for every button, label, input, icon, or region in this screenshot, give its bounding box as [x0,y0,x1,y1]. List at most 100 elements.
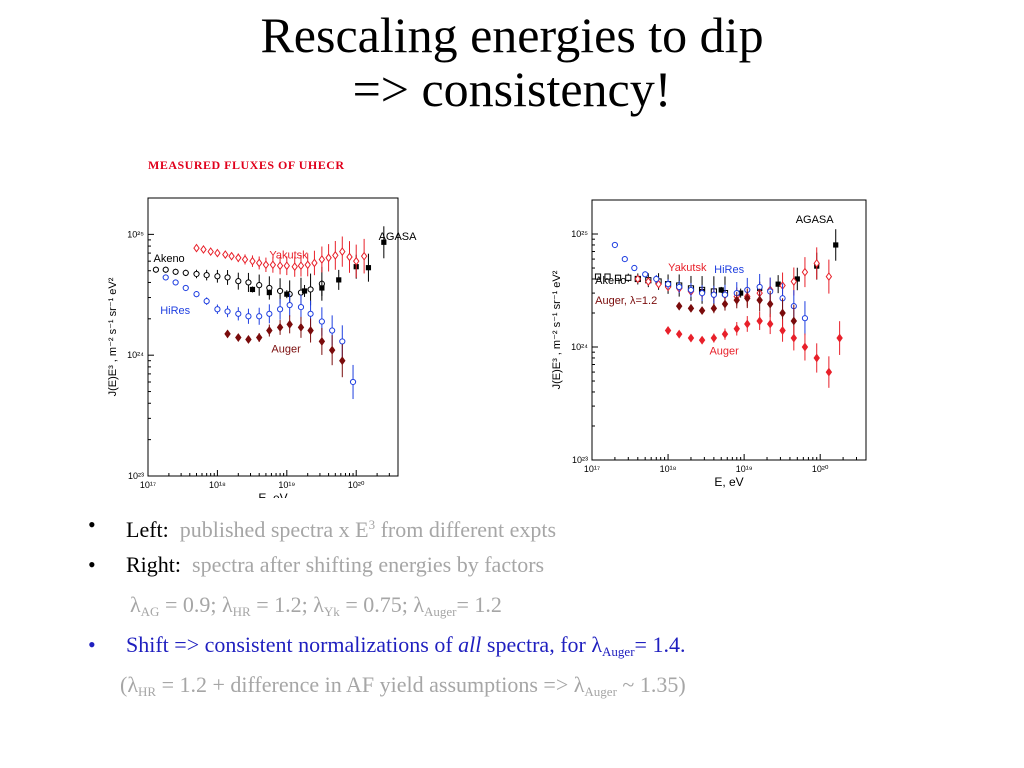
data-point [744,293,751,303]
data-point [214,273,221,280]
data-point [625,274,632,281]
data-point [162,274,169,281]
y-tick-label: 10²³ [572,455,588,465]
data-point [152,266,160,273]
y-tick-label: 10²⁵ [571,229,588,239]
series-label: Akeno [153,253,184,265]
data-point [276,261,284,271]
x-tick-label: 10²⁰ [812,464,829,474]
data-point [203,298,210,305]
data-point [319,285,325,291]
data-point [733,295,740,305]
data-point [224,329,231,339]
series-label: HiRes [160,305,190,317]
data-point [222,250,229,260]
data-point [801,342,809,352]
bullet-right: • Right: spectra after shifting energies… [88,552,988,592]
y-tick-label: 10²⁴ [571,342,588,352]
data-point [193,270,200,278]
data-point [766,299,774,309]
bullet-left: • Left: published spectra x E3 from diff… [88,512,988,552]
data-point [346,252,353,262]
bullet-text: published spectra x E3 from different ex… [179,517,557,542]
data-point [256,313,263,320]
right-spectrum-chart: 10¹⁷ 10¹⁸ 10¹⁹ 10²⁰ 10²³ 10²⁴ 10²⁵ E, eV J(E)E³ … [551,199,867,489]
data-point [676,283,683,291]
data-point [794,276,800,282]
data-point [318,254,326,264]
data-point [318,318,325,325]
data-point [698,306,706,316]
data-point [297,322,305,332]
x-tick-label: 10¹⁹ [278,480,295,490]
bullet-marker: • [88,552,96,577]
data-point [182,269,189,276]
data-point [756,316,763,326]
data-point [733,324,740,334]
bullet-marker: • [88,512,96,537]
data-point [328,345,336,355]
data-point [687,303,695,313]
series-label: Auger, λ=1.2 [595,295,657,307]
data-point [325,253,332,263]
data-point [200,245,207,254]
data-point [276,322,284,332]
data-point [203,272,210,279]
data-point [611,241,618,249]
data-point [721,329,729,339]
data-point [779,308,786,318]
data-point [269,260,277,270]
data-point [710,291,717,298]
data-point [825,367,833,377]
slide-title: Rescaling energies to dip => consistency… [0,8,1024,116]
x-tick-label: 10²⁰ [348,480,365,490]
data-point [266,289,272,296]
plot-frame [147,197,399,477]
y-tick-label: 10²³ [128,471,144,481]
y-tick-label: 10²⁵ [127,229,144,239]
data-point [235,253,242,263]
data-point [193,291,200,298]
data-point [245,334,252,344]
data-point [262,260,270,270]
series-label: AGASA [796,214,835,226]
data-point [249,256,256,266]
series-label: Auger [709,345,739,357]
data-point [631,264,638,272]
data-point [182,284,189,292]
data-point [266,310,273,317]
data-point [266,326,273,335]
data-point [675,329,683,339]
data-point [664,281,672,288]
data-point [339,356,346,366]
data-point [245,279,252,286]
data-point [339,247,346,257]
bullet-label: Left: [126,517,169,542]
y-tick-label: 10²⁴ [127,350,144,360]
data-point [836,333,843,343]
data-point [284,291,290,297]
data-point [352,256,360,266]
data-point [738,290,744,296]
data-point [813,353,820,363]
data-point [207,247,214,257]
series-label: Yakutsk [668,262,707,274]
bullet-marker: • [88,632,96,657]
data-point [224,274,231,281]
left-spectrum-chart: 10¹⁷ 10¹⁸ 10¹⁹ 10²⁰ 10²³ 10²⁴ 10²⁵ E, eV J(E)E³ … [107,197,418,498]
af-yield-note: (λHR = 1.2 + difference in AF yield assu… [120,672,686,699]
data-point [718,287,724,293]
data-point [698,335,706,345]
title-line-2: => consistency! [352,61,672,117]
data-point [687,333,695,343]
x-axis-label: E, eV [714,475,743,489]
x-tick-label: 10¹⁸ [660,464,677,474]
data-point [645,277,652,286]
series-label: Auger [271,344,301,356]
series-label: AGASA [379,231,418,243]
data-point [307,310,314,317]
data-point [224,308,231,315]
plot-frame [591,199,867,461]
data-point [642,271,649,278]
data-point [744,319,751,329]
